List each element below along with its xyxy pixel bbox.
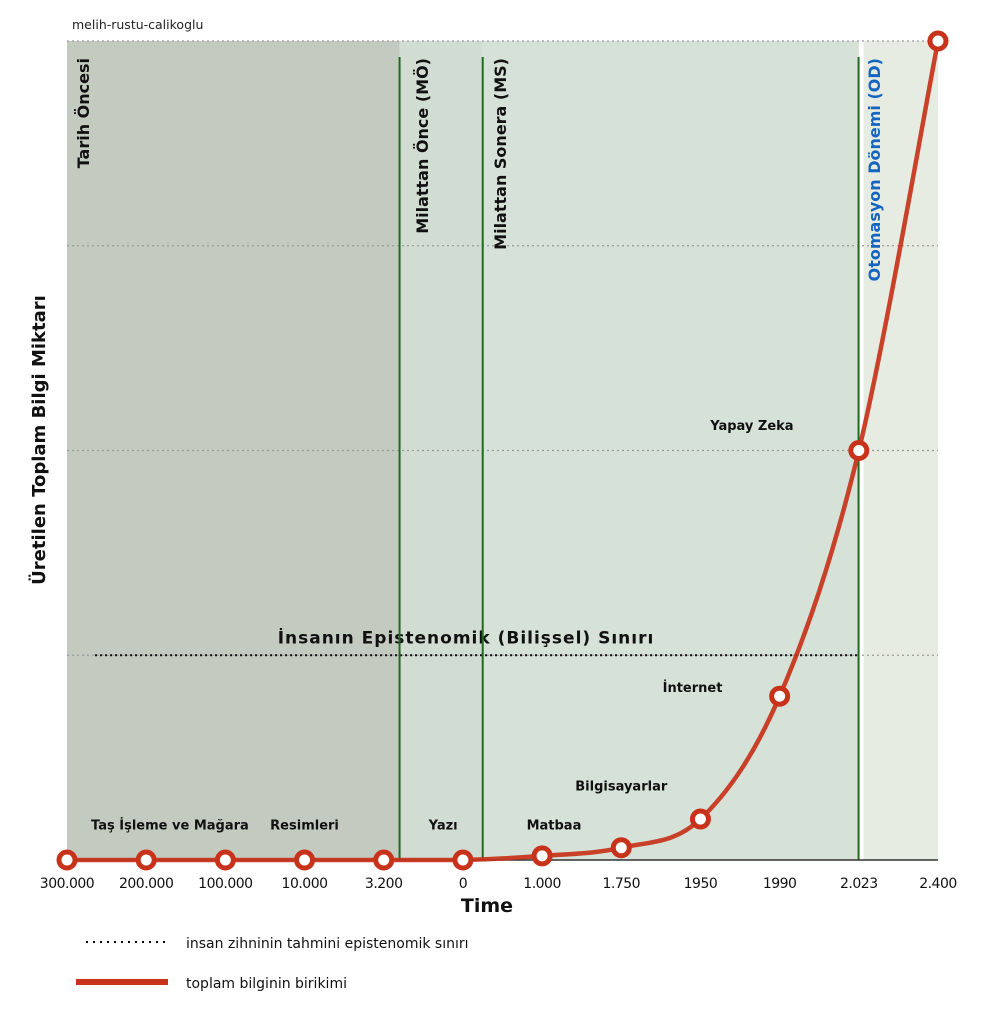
- x-tick-label: 1990: [763, 876, 797, 892]
- data-point: [294, 849, 316, 871]
- y-axis-title: Üretilen Toplam Bilgi Miktarı: [28, 295, 50, 585]
- x-tick-label: 1.000: [523, 876, 561, 892]
- x-tick-label: 2.400: [919, 876, 957, 892]
- epistemic-limit-label: İnsanın Epistenomik (Bilişsel) Sınırı: [278, 626, 655, 648]
- event-annotation: Bilgisayarlar: [575, 779, 668, 794]
- event-annotation: Matbaa: [527, 818, 582, 833]
- data-point: [610, 837, 632, 859]
- x-tick-label: 0: [459, 876, 467, 892]
- x-axis-title: Time: [461, 895, 513, 917]
- data-point: [135, 849, 157, 871]
- watermark: melih-rustu-calikoglu: [72, 17, 204, 32]
- event-annotation: Taş İşleme ve Mağara: [91, 817, 249, 833]
- data-point: [769, 685, 791, 707]
- x-tick-label: 3.200: [365, 876, 403, 892]
- x-tick-label: 1.750: [602, 876, 640, 892]
- data-point: [689, 808, 711, 830]
- x-tick-label: 1950: [684, 876, 718, 892]
- x-tick-label: 200.000: [119, 876, 173, 892]
- era-label: Milattan Sonera (MS): [491, 58, 510, 250]
- legend-label: toplam bilginin birikimi: [186, 976, 347, 992]
- event-annotation: İnternet: [663, 680, 723, 696]
- x-tick-label: 300.000: [40, 876, 94, 892]
- x-tick-label: 2.023: [840, 876, 878, 892]
- x-tick-label: 100.000: [198, 876, 252, 892]
- era-label: Milattan Önce (MÖ): [413, 58, 432, 234]
- data-point: [214, 849, 236, 871]
- event-annotation: Resimleri: [270, 818, 339, 833]
- data-point: [452, 849, 474, 871]
- event-annotation: Yapay Zeka: [709, 419, 793, 434]
- data-point: [373, 849, 395, 871]
- legend-label: insan zihninin tahmini epistenomik sınır…: [186, 936, 469, 952]
- data-point: [531, 845, 553, 867]
- x-tick-label: 10.000: [282, 876, 328, 892]
- era-label: Tarih Öncesi: [74, 58, 93, 168]
- era-region: [482, 41, 859, 860]
- data-point: [927, 30, 949, 52]
- data-point: [56, 849, 78, 871]
- event-annotation: Yazı: [428, 818, 458, 833]
- data-point: [848, 440, 870, 461]
- era-region: [863, 41, 938, 860]
- era-label: Otomasyon Dönemi (OD): [865, 58, 884, 281]
